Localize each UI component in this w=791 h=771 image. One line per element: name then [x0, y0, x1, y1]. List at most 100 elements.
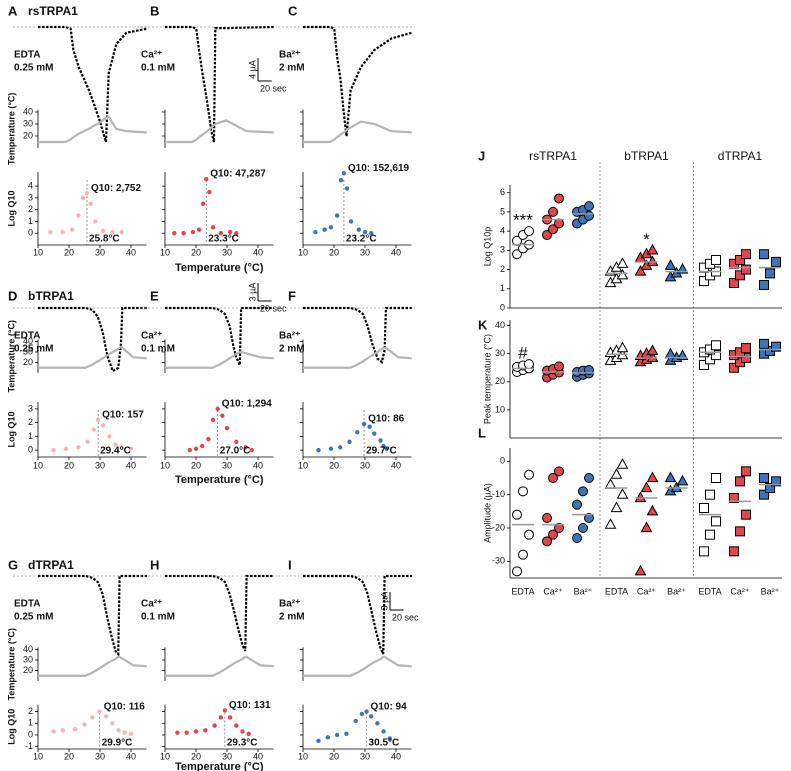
point: [664, 347, 677, 359]
q10-point: [88, 201, 93, 206]
temperature-trace: [303, 655, 412, 677]
x-tick-label: EDTA: [698, 586, 721, 596]
point: [548, 224, 558, 235]
q10-point: [334, 732, 340, 738]
point: [610, 501, 623, 513]
point: [548, 473, 558, 483]
point: [765, 483, 775, 493]
x-tick-label: 20: [64, 751, 74, 761]
y-tick-label: 0: [28, 729, 33, 739]
point: [512, 509, 522, 520]
x-tick-label: 40: [253, 460, 263, 470]
group-label: bTRPA1: [624, 149, 669, 163]
y-tick-label: 2: [28, 204, 33, 214]
conc-label: 0.1 mM: [141, 63, 175, 74]
point: [759, 338, 769, 349]
point: [741, 352, 751, 363]
q10-point: [381, 729, 386, 734]
q10-point: [85, 439, 90, 445]
x-tick-label: 20: [191, 751, 201, 761]
q10-point: [196, 227, 202, 232]
point: [699, 546, 709, 557]
q10-point: [361, 421, 367, 427]
y-tick-label: 5: [500, 206, 505, 216]
y-tick-label: 1: [500, 283, 505, 293]
x-tick-label: 40: [126, 460, 136, 470]
point: [584, 513, 594, 523]
y-tick-label: 30: [23, 118, 33, 128]
temperature-trace: [38, 655, 147, 677]
q10-point: [210, 225, 216, 230]
x-tick-label: 20: [64, 460, 74, 470]
q10-point: [243, 445, 248, 450]
point: [578, 523, 588, 533]
q10-point: [378, 438, 383, 443]
point: [670, 481, 683, 493]
q10-point: [190, 229, 196, 235]
y-tick-label: 0: [28, 228, 33, 238]
q10-point: [222, 708, 228, 713]
q10-point: [369, 231, 374, 236]
q10-point: [100, 423, 106, 428]
point: [741, 509, 751, 520]
point: [759, 279, 769, 290]
point: [554, 523, 564, 533]
point: [542, 229, 552, 240]
point: [711, 254, 721, 265]
q10-point: [100, 228, 106, 234]
x-tick-label: 30: [222, 751, 232, 761]
q10-point: [193, 729, 199, 734]
q10-label: Q10: 116: [104, 701, 146, 712]
peak-label: 29.4°C: [100, 446, 131, 457]
point: [604, 518, 617, 529]
row-title: bTRPA1: [28, 289, 74, 303]
y-axis-label: Log Q10: [6, 411, 16, 447]
x-tick-label: Ba²⁺: [667, 586, 686, 596]
point: [741, 249, 751, 260]
point: [584, 473, 594, 483]
q10-label: Q10: 86: [368, 414, 405, 425]
y-tick-label: 30: [23, 346, 33, 356]
panel-letter: B: [150, 3, 159, 18]
scale-label: 20 sec: [260, 83, 287, 93]
q10-point: [369, 714, 374, 719]
temperature-trace: [303, 346, 412, 369]
point: [646, 344, 659, 356]
q10-point: [313, 229, 318, 235]
q10-point: [104, 714, 109, 719]
x-axis-label: Temperature (°C): [175, 474, 264, 486]
y-tick-label: 20: [23, 665, 33, 675]
q10-point: [200, 443, 205, 449]
q10-point: [347, 439, 352, 445]
point: [554, 466, 564, 477]
conc-label: 0.25 mM: [14, 344, 53, 355]
scale-label: 20 sec: [392, 612, 419, 622]
q10-label: Q10: 1,294: [222, 399, 272, 410]
x-axis-label: Temperature (°C): [175, 262, 264, 274]
point: [616, 268, 629, 280]
point: [640, 521, 653, 533]
q10-point: [76, 213, 81, 218]
q10-point: [234, 231, 239, 236]
conc-label: 2 mM: [279, 612, 305, 623]
y-tick-label: 0: [28, 445, 33, 455]
point: [759, 473, 769, 483]
q10-point: [63, 446, 69, 451]
annotation: #: [518, 344, 528, 363]
x-tick-label: 40: [391, 460, 401, 470]
x-tick-label: 40: [253, 751, 263, 761]
panel-letter: C: [288, 3, 298, 18]
q10-point: [344, 186, 350, 191]
point: [765, 268, 775, 279]
q10-point: [200, 201, 206, 206]
q10-label: Q10: 131: [229, 700, 271, 711]
q10-point: [341, 170, 347, 176]
point: [711, 473, 721, 483]
point: [735, 254, 745, 265]
q10-point: [367, 424, 372, 429]
y-tick-label: 1: [28, 718, 33, 728]
q10-point: [234, 723, 239, 728]
point: [512, 249, 522, 260]
x-tick-label: 40: [391, 751, 401, 761]
point: [640, 481, 653, 493]
